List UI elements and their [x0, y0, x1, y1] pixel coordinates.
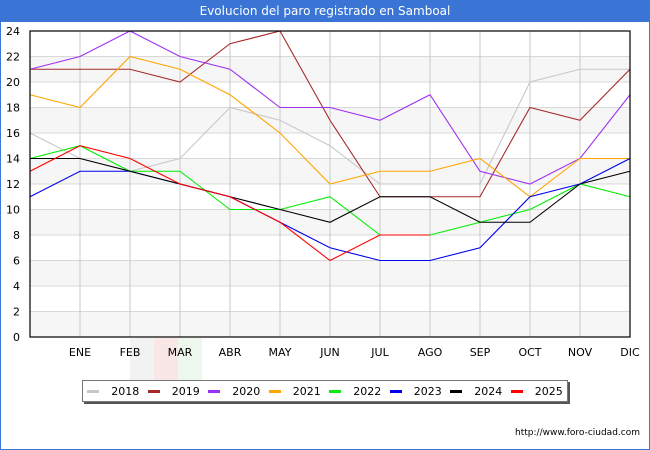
- series-line-2025: [29, 145, 430, 262]
- y-tick-label: 16: [6, 127, 20, 140]
- x-tick-labels: ENE FEB MAR ABR MAY JUN JUL AGO SEP OCT NOV DIC: [69, 346, 640, 359]
- y-tick-label: 6: [13, 255, 20, 268]
- x-tick-label: ENE: [69, 346, 91, 359]
- y-tick-label: 8: [13, 229, 20, 242]
- x-tick-label: DIC: [620, 346, 640, 359]
- x-tick-label: ABR: [219, 346, 242, 359]
- legend-item: 2018: [83, 385, 143, 398]
- y-tick-label: 20: [6, 76, 20, 89]
- y-tick-label: 18: [6, 102, 20, 115]
- y-tick-label: 24: [6, 25, 20, 38]
- x-tick-label: AGO: [418, 346, 443, 359]
- x-tick-label: MAR: [168, 346, 193, 359]
- y-tick-label: 10: [6, 204, 20, 217]
- footer-url[interactable]: http://www.foro-ciudad.com: [515, 428, 640, 438]
- chart-title: Evolucion del paro registrado en Samboal: [0, 0, 650, 22]
- y-tick-label: 2: [13, 306, 20, 319]
- legend-swatch: [510, 389, 523, 393]
- legend-item: 2021: [265, 385, 325, 398]
- legend-label: 2021: [292, 384, 321, 398]
- legend: 2018 2019 2020 2021 2022 2023 2024 2025: [82, 380, 568, 402]
- series-line-2024: [30, 157, 631, 223]
- series-line-2019: [30, 30, 631, 198]
- legend-item: 2019: [144, 385, 204, 398]
- legend-swatch: [389, 389, 402, 393]
- legend-swatch: [329, 389, 342, 393]
- y-tick-label: 0: [13, 331, 20, 344]
- y-tick-label: 14: [6, 153, 20, 166]
- legend-label: 2018: [111, 384, 140, 398]
- y-tick-label: 22: [6, 51, 20, 64]
- legend-label: 2019: [171, 384, 200, 398]
- legend-label: 2022: [353, 384, 382, 398]
- x-tick-label: MAY: [269, 346, 292, 359]
- x-tick-label: SEP: [470, 346, 491, 359]
- x-tick-label: FEB: [120, 346, 141, 359]
- legend-item: 2020: [204, 385, 264, 398]
- legend-label: 2024: [474, 384, 503, 398]
- legend-item: 2023: [386, 385, 446, 398]
- legend-swatch: [208, 389, 221, 393]
- y-tick-label: 12: [6, 178, 20, 191]
- legend-label: 2023: [413, 384, 442, 398]
- legend-item: 2025: [507, 385, 567, 398]
- x-tick-label: JUL: [370, 346, 389, 359]
- plot-border: [29, 30, 631, 338]
- x-tick-label: NOV: [568, 346, 593, 359]
- x-tick-label: OCT: [518, 346, 541, 359]
- axes: [29, 30, 631, 338]
- legend-item: 2024: [446, 385, 506, 398]
- legend-label: 2020: [232, 384, 261, 398]
- x-tick-label: JUN: [319, 346, 340, 359]
- y-tick-label: 4: [13, 280, 20, 293]
- legend-swatch: [268, 389, 281, 393]
- legend-swatch: [87, 389, 100, 393]
- legend-swatch: [147, 389, 160, 393]
- legend-label: 2025: [534, 384, 563, 398]
- legend-swatch: [450, 389, 463, 393]
- legend-item: 2022: [325, 385, 385, 398]
